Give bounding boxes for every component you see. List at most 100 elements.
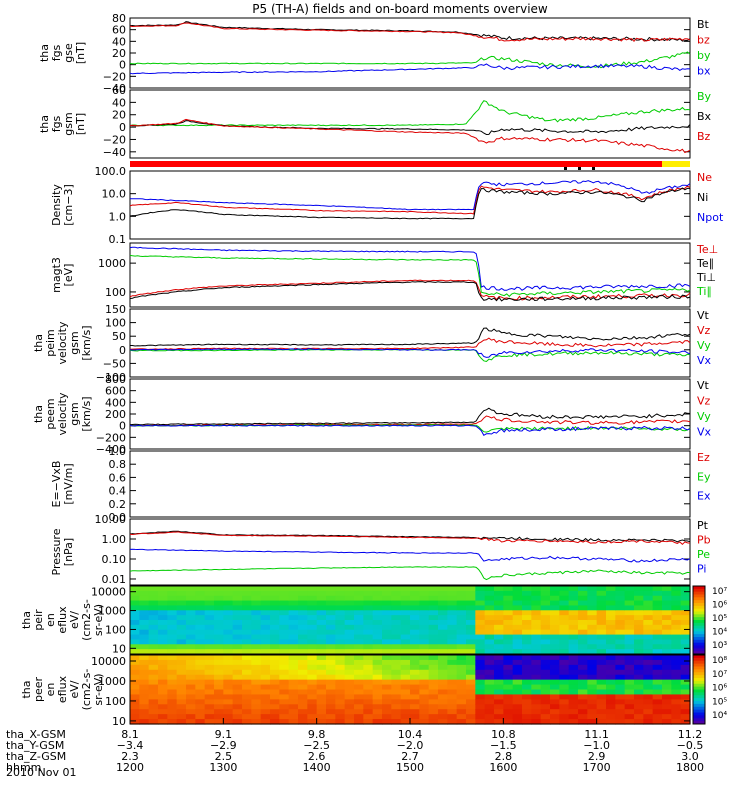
spectrogram-cell (438, 610, 448, 616)
spectrogram-cell (438, 704, 448, 710)
spectrogram-cell (158, 699, 168, 705)
spectrogram-cell (130, 620, 140, 626)
spectrogram-cell (447, 709, 458, 715)
spectrogram-cell (158, 694, 168, 700)
spectrogram-cell (260, 689, 271, 696)
spectrogram-cell (634, 669, 644, 676)
spectrogram-cell (251, 655, 262, 661)
spectrogram-cell (298, 620, 308, 626)
spectrogram-cell (606, 679, 616, 686)
spectrogram-cell (606, 620, 616, 626)
spectrogram-cell (270, 644, 280, 650)
spectrogram-cell (354, 615, 364, 621)
y-axis-label: eflux (56, 606, 69, 634)
spectrogram-cell (466, 684, 476, 691)
spectrogram-cell (232, 714, 243, 720)
spectrogram-cell (372, 674, 383, 681)
spectrogram-cell (634, 714, 644, 720)
spectrogram-cell (531, 629, 542, 636)
spectrogram-cell (475, 689, 486, 696)
spectrogram-cell (559, 624, 570, 631)
panel-frame (129, 378, 691, 450)
spectrogram-cell (540, 669, 551, 676)
spectrogram-cell (615, 679, 626, 686)
spectrogram-cell (475, 709, 486, 715)
spectrogram-cell (680, 639, 691, 645)
spectrogram-cell (260, 684, 271, 691)
y-axis-label: Pressure (50, 528, 63, 575)
spectrogram-cell (615, 600, 626, 607)
spectrogram-cell (531, 679, 542, 686)
spectrogram-cell (242, 649, 252, 655)
spectrogram-cell (522, 605, 532, 611)
spectrogram-cell (260, 605, 271, 611)
spectrogram-cell (195, 634, 206, 641)
spectrogram-cell (671, 649, 682, 655)
spectrogram-cell (447, 699, 458, 705)
spectrogram-cell (260, 704, 271, 710)
spectrogram-cell (335, 679, 346, 686)
spectrogram-cell (288, 709, 299, 715)
colorbar-tick-label: 10⁶ (712, 684, 727, 694)
spectrogram-cell (176, 586, 187, 592)
spectrogram-cell (643, 684, 654, 691)
spectrogram-cell (475, 624, 486, 631)
spectrogram-cell (139, 590, 150, 597)
spectrogram-cell (139, 610, 150, 616)
colorbar-segment (693, 660, 705, 665)
spectrogram-cell (643, 634, 654, 641)
spectrogram-cell (298, 664, 308, 671)
spectrogram-cell (587, 664, 598, 671)
spectrogram-cell (214, 595, 224, 602)
spectrogram-cell (531, 649, 542, 655)
spectrogram-cell (251, 679, 262, 686)
spectrogram-cell (382, 624, 392, 631)
spectrogram-cell (550, 644, 560, 650)
spectrogram-cell (652, 620, 663, 626)
spectrogram-cell (531, 620, 542, 626)
spectrogram-cell (354, 600, 364, 607)
spectrogram-cell (410, 634, 420, 641)
spectrogram-cell (139, 689, 150, 696)
legend-entry: Vt (697, 309, 710, 322)
spectrogram-cell (158, 639, 168, 645)
spectrogram-cell (344, 664, 355, 671)
spectrogram-cell (148, 689, 159, 696)
spectrogram-cell (363, 595, 374, 602)
spectrogram-cell (288, 629, 299, 636)
spectrogram-cell (587, 644, 598, 650)
spectrogram-cell (475, 639, 486, 645)
x-tick-label: 9.8 (308, 728, 326, 741)
spectrogram-cell (186, 699, 196, 705)
spectrogram-cell (223, 714, 234, 720)
y-tick-label: 1000 (98, 675, 126, 688)
spectrogram-cell (503, 694, 514, 700)
y-axis-label: [nT] (74, 113, 87, 135)
spectrogram-cell (428, 600, 439, 607)
spectrogram-cell (475, 620, 486, 626)
spectrogram-cell (680, 714, 691, 720)
spectrogram-cell (512, 605, 523, 611)
spectrogram-cell (242, 664, 252, 671)
spectrogram-cell (438, 709, 448, 715)
spectrogram-cell (223, 595, 234, 602)
spectrogram-cell (428, 634, 439, 641)
spectrogram-cell (671, 639, 682, 645)
spectrogram-cell (550, 634, 560, 641)
spectrogram-cell (550, 639, 560, 645)
spectrogram-cell (195, 629, 206, 636)
spectrogram-cell (559, 600, 570, 607)
spectrogram-cell (288, 590, 299, 597)
colorbar-segment (693, 631, 705, 635)
spectrogram-cell (671, 644, 682, 650)
spectrogram-cell (503, 655, 514, 661)
spectrogram-cell (475, 669, 486, 676)
spectrogram-cell (419, 689, 430, 696)
spectrogram-cell (279, 615, 290, 621)
spectrogram-cell (512, 699, 523, 705)
spectrogram-cell (634, 634, 644, 641)
spectrogram-cell (372, 719, 383, 725)
spectrogram-cell (578, 624, 588, 631)
spectrogram-cell (503, 595, 514, 602)
spectrogram-cell (260, 714, 271, 720)
